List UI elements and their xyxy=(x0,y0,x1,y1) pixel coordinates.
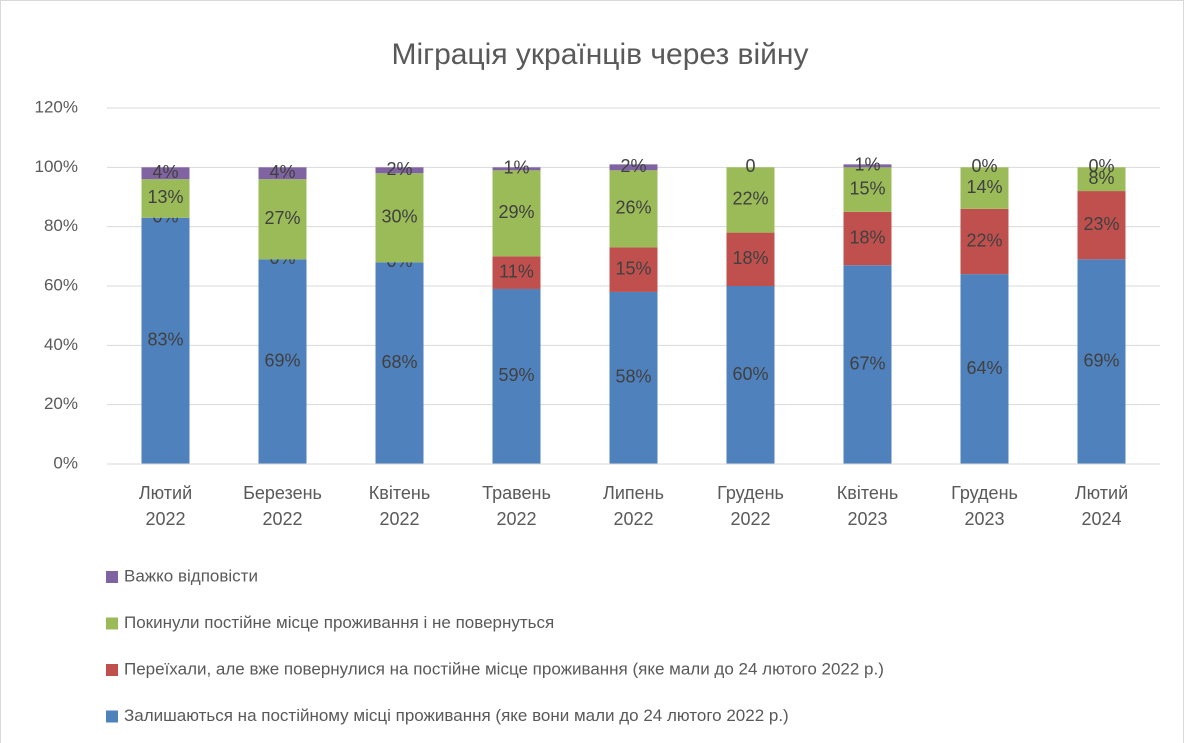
y-tick-label: 120% xyxy=(35,97,78,116)
chart-title: Міграція українців через війну xyxy=(392,38,809,71)
bar-segment xyxy=(843,167,892,212)
bar-segment xyxy=(258,167,307,180)
legend-label: Покинули постійне місце проживання і не … xyxy=(124,613,554,632)
y-tick-label: 60% xyxy=(44,275,78,294)
legend-swatch xyxy=(106,664,118,676)
x-tick-label: Квітень 2023 xyxy=(837,483,898,529)
data-label: 30% xyxy=(381,207,417,227)
data-label: 67% xyxy=(849,353,885,373)
data-label: 2% xyxy=(620,156,646,176)
bar-segment xyxy=(843,265,892,464)
bar-segment xyxy=(375,167,424,174)
data-label: 0% xyxy=(971,156,997,176)
bar-segment xyxy=(141,167,190,180)
bar-segment xyxy=(492,288,541,464)
bar-segment xyxy=(1077,167,1126,192)
data-label: 18% xyxy=(849,227,885,247)
bar-segment xyxy=(141,217,190,464)
x-tick-label: Грудень 2023 xyxy=(951,483,1018,529)
bar-segment xyxy=(843,164,892,168)
legend-swatch xyxy=(106,710,118,723)
bar-segment xyxy=(492,256,541,289)
data-label: 59% xyxy=(498,365,534,385)
y-tick-label: 80% xyxy=(44,216,78,235)
data-label: 1% xyxy=(854,155,880,175)
data-label: 14% xyxy=(966,177,1002,197)
data-label: 0 xyxy=(745,156,755,176)
data-label: 18% xyxy=(732,248,768,268)
data-label: 4% xyxy=(152,162,178,182)
data-label: 29% xyxy=(498,202,534,222)
bar-segment xyxy=(1077,191,1126,260)
x-tick-label: Квітень 2022 xyxy=(369,483,430,529)
data-label: 23% xyxy=(1083,214,1119,234)
data-label: 13% xyxy=(147,187,183,207)
bar-segment xyxy=(609,247,658,292)
legend-label: Важко відповісти xyxy=(124,566,258,585)
data-label: 11% xyxy=(499,261,534,281)
bar-segment xyxy=(609,164,658,171)
x-tick-label: Березень 2022 xyxy=(243,483,322,529)
data-label: 26% xyxy=(615,198,651,218)
data-label: 69% xyxy=(264,350,300,370)
x-tick-label: Травень 2022 xyxy=(482,483,551,529)
x-tick-label: Лютий 2024 xyxy=(1075,483,1128,529)
bar-segment xyxy=(1077,259,1126,464)
data-label: 27% xyxy=(264,208,300,228)
y-tick-label: 40% xyxy=(44,335,78,354)
bar-segment xyxy=(609,170,658,248)
data-label: 8% xyxy=(1088,168,1114,188)
bar-segment xyxy=(843,211,892,266)
legend-swatch xyxy=(106,571,118,583)
bar-segment xyxy=(609,291,658,464)
bar-segment xyxy=(141,179,190,218)
bar-segment xyxy=(375,173,424,263)
data-label: 68% xyxy=(381,352,417,372)
bar-segment xyxy=(960,208,1009,275)
bar-segment xyxy=(492,170,541,257)
data-label: 15% xyxy=(849,178,885,198)
data-label: 2% xyxy=(386,159,412,179)
x-tick-label: Грудень 2022 xyxy=(717,483,784,529)
bar-segment xyxy=(960,274,1009,464)
bar-segment xyxy=(726,232,775,286)
bar-segment xyxy=(960,167,1009,209)
data-label: 0% xyxy=(1088,156,1114,176)
x-tick-label: Липень 2022 xyxy=(603,483,664,529)
legend-label: Переїхали, але вже повернулися на постій… xyxy=(124,659,884,678)
data-label: 69% xyxy=(1083,350,1119,370)
y-tick-label: 20% xyxy=(44,394,78,413)
data-label: 58% xyxy=(615,367,651,387)
data-label: 83% xyxy=(147,330,183,350)
bar-segment xyxy=(726,286,775,464)
data-label: 60% xyxy=(732,364,768,384)
data-label: 64% xyxy=(966,358,1002,378)
bar-segment xyxy=(492,167,541,171)
bar-segment xyxy=(258,259,307,464)
y-tick-label: 100% xyxy=(35,157,78,176)
y-tick-label: 0% xyxy=(53,453,78,472)
data-label: 1% xyxy=(503,158,529,178)
bar-segment xyxy=(726,167,775,233)
data-label: 22% xyxy=(732,189,768,209)
x-tick-label: Лютий 2022 xyxy=(139,483,192,529)
legend-swatch xyxy=(106,617,118,630)
data-label: 15% xyxy=(615,258,651,278)
bar-segment xyxy=(375,262,424,464)
data-label: 4% xyxy=(269,162,295,182)
data-label: 22% xyxy=(966,230,1002,250)
bar-segment xyxy=(258,179,307,260)
legend-label: Залишаються на постійному місці проживан… xyxy=(124,706,789,725)
